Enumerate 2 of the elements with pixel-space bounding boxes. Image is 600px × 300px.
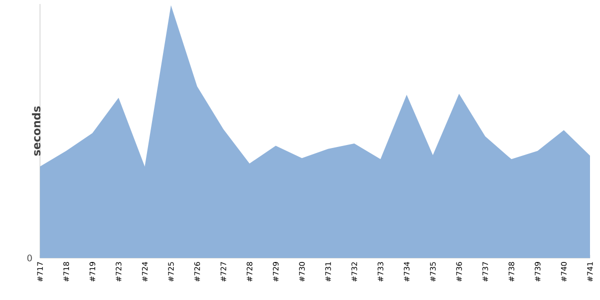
y-axis-title: seconds	[32, 106, 40, 156]
text: 0	[27, 254, 32, 262]
